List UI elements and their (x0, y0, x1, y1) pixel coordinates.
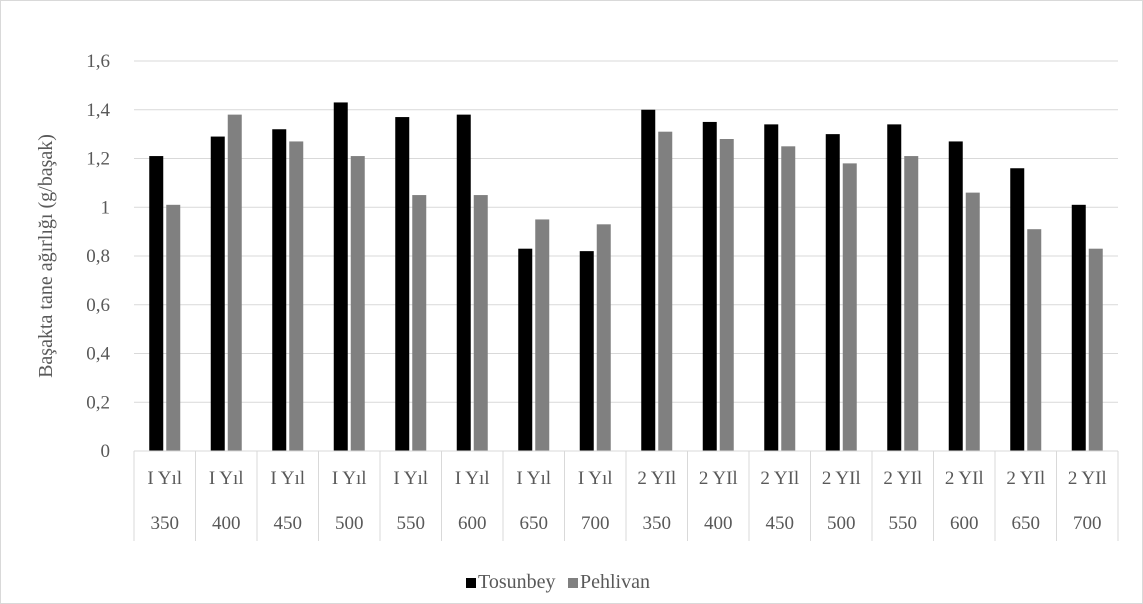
y-tick-label: 1,4 (86, 100, 110, 121)
x-category-value-label: 450 (766, 513, 795, 534)
y-tick-label: 1,6 (86, 51, 110, 72)
bar-tosunbey (579, 251, 594, 451)
x-category-value-label: 500 (827, 513, 856, 534)
bar-tosunbey (702, 121, 717, 451)
x-axis: I Yıl 350 I Yıl 400 I Yıl 450 I Yıl 500 I Yıl 550… (133, 450, 1119, 541)
legend-label-tosunbey: Tosunbey (478, 571, 555, 593)
x-category-value-label: 550 (889, 513, 918, 534)
x-category-group-label: 2 YIl (637, 468, 676, 489)
x-category-group-label: I Yıl (578, 468, 613, 489)
x-category-group-label: I Yıl (270, 468, 305, 489)
x-category-value-label: 650 (520, 513, 549, 534)
x-category-group-label: 2 YIl (699, 468, 738, 489)
legend-swatch-pehlivan (568, 578, 578, 588)
x-category-value-label: 350 (643, 513, 672, 534)
x-category-value-label: 450 (274, 513, 303, 534)
bar-pehlivan (166, 204, 181, 451)
x-category-value-label: 400 (704, 513, 733, 534)
x-category-group-label: I Yıl (209, 468, 244, 489)
bars (149, 102, 1103, 451)
bar-pehlivan (412, 195, 427, 451)
y-tick-label: 0,6 (86, 295, 110, 316)
bar-pehlivan (781, 146, 796, 451)
bar-pehlivan (350, 156, 365, 451)
x-category-value-label: 350 (151, 513, 180, 534)
legend-label-pehlivan: Pehlivan (580, 571, 650, 593)
bar-tosunbey (149, 156, 164, 451)
bar-pehlivan (965, 192, 980, 451)
x-category-value-label: 700 (1073, 513, 1102, 534)
y-tick-label: 0 (101, 441, 111, 462)
bar-tosunbey (948, 141, 963, 451)
x-category-group-label: 2 YIl (1068, 468, 1107, 489)
bar-pehlivan (719, 139, 734, 451)
bar-tosunbey (825, 134, 840, 451)
bar-tosunbey (887, 124, 902, 451)
x-category-group-label: 2 YIl (1006, 468, 1045, 489)
y-tick-label: 0,2 (86, 392, 110, 413)
x-category-value-label: 550 (397, 513, 426, 534)
x-category-group-label: 2 YIl (760, 468, 799, 489)
bar-tosunbey (272, 129, 287, 451)
bar-pehlivan (227, 114, 242, 451)
bar-tosunbey (395, 117, 410, 451)
bar-pehlivan (658, 131, 673, 451)
bar-tosunbey (641, 109, 656, 451)
bar-pehlivan (535, 219, 550, 451)
x-category-group-label: I Yıl (332, 468, 367, 489)
y-tick-label: 0,4 (86, 344, 110, 365)
legend: Tosunbey Pehlivan (466, 571, 650, 593)
y-tick-label: 1,2 (86, 149, 110, 170)
bar-tosunbey (764, 124, 779, 451)
y-axis-ticks: 0 0,2 0,4 0,6 0,8 1 1,2 1,4 1,6 (86, 51, 110, 462)
bar-pehlivan (596, 224, 611, 451)
x-category-value-label: 400 (212, 513, 241, 534)
bar-pehlivan (289, 141, 304, 451)
bar-tosunbey (518, 248, 533, 451)
bar-tosunbey (333, 102, 348, 451)
y-tick-label: 0,8 (86, 246, 110, 267)
x-category-value-label: 600 (950, 513, 979, 534)
x-category-group-label: I Yıl (455, 468, 490, 489)
x-category-group-label: 2 YIl (945, 468, 984, 489)
bar-pehlivan (904, 156, 919, 451)
x-category-value-label: 500 (335, 513, 364, 534)
bar-pehlivan (842, 163, 857, 451)
x-category-group-label: I Yıl (393, 468, 428, 489)
x-category-value-label: 700 (581, 513, 610, 534)
bar-tosunbey (210, 136, 225, 451)
bar-pehlivan (473, 195, 488, 451)
x-category-value-label: 650 (1012, 513, 1041, 534)
y-axis-label: Başakta tane ağırlığı (g/başak) (35, 134, 57, 378)
bar-tosunbey (456, 114, 471, 451)
x-category-group-label: 2 YIl (822, 468, 861, 489)
bar-pehlivan (1088, 248, 1103, 451)
x-category-group-label: I Yıl (516, 468, 551, 489)
x-category-group-label: I Yıl (147, 468, 182, 489)
x-category-value-label: 600 (458, 513, 487, 534)
y-tick-label: 1 (101, 197, 111, 218)
x-category-group-label: 2 YIl (883, 468, 922, 489)
bar-tosunbey (1010, 168, 1025, 451)
bar-tosunbey (1071, 204, 1086, 451)
legend-swatch-tosunbey (466, 578, 476, 588)
bar-pehlivan (1027, 229, 1042, 451)
